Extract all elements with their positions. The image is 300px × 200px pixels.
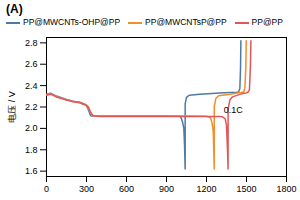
html-text:PP@MWCNTsP@PP: PP@MWCNTsP@PP — [145, 17, 227, 27]
svg-text:2.0: 2.0 — [25, 123, 38, 133]
svg-text:300: 300 — [79, 184, 94, 194]
svg-text:0: 0 — [44, 184, 49, 194]
svg-text:1200: 1200 — [196, 184, 216, 194]
svg-text:1.8: 1.8 — [25, 145, 38, 155]
html-text:PP@MWCNTs-OHP@PP: PP@MWCNTs-OHP@PP — [23, 17, 121, 27]
svg-text:900: 900 — [159, 184, 174, 194]
svg-text:电压 / V: 电压 / V — [7, 91, 17, 123]
svg-text:600: 600 — [119, 184, 134, 194]
svg-text:2.8: 2.8 — [25, 38, 38, 48]
svg-text:1500: 1500 — [236, 184, 256, 194]
svg-text:1800: 1800 — [276, 184, 296, 194]
svg-text:0.1C: 0.1C — [224, 105, 244, 115]
svg-text:2.2: 2.2 — [25, 102, 38, 112]
html-text:PP@PP: PP@PP — [251, 17, 283, 27]
html-text:(A): (A) — [6, 2, 23, 16]
svg-text:2.4: 2.4 — [25, 80, 38, 90]
svg-text:2.6: 2.6 — [25, 59, 38, 69]
svg-text:1.6: 1.6 — [25, 166, 38, 176]
